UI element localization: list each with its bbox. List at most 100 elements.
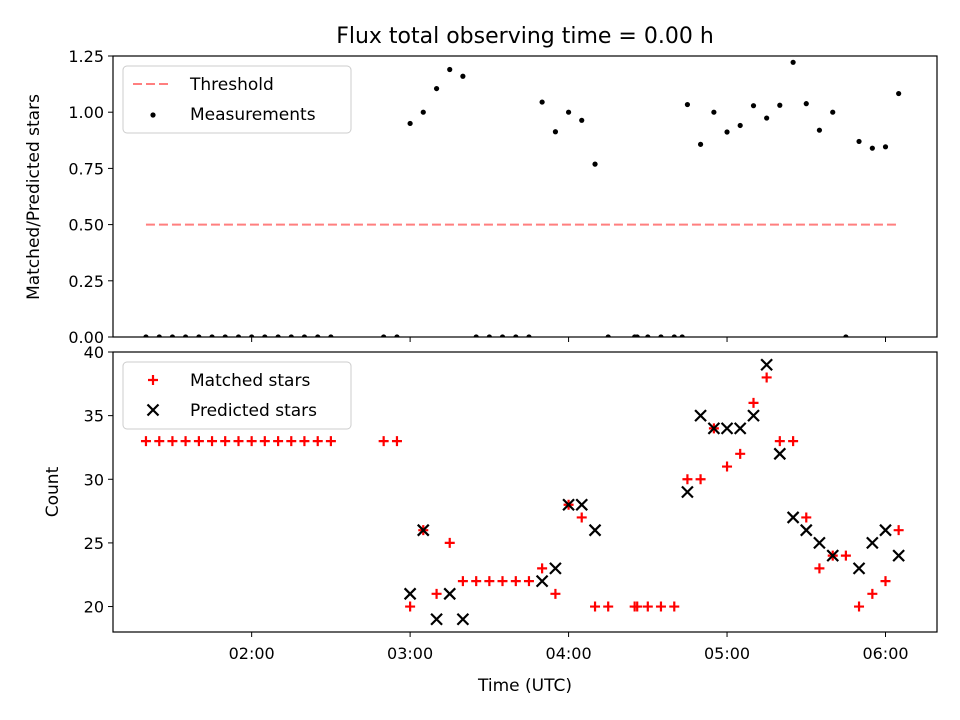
measurement-point <box>579 117 585 123</box>
predicted-star-point <box>549 562 562 575</box>
matched-star-point <box>550 588 561 599</box>
measurement-point <box>235 334 242 337</box>
measurement-point <box>592 161 598 167</box>
measurement-point <box>447 66 453 73</box>
measurement-point <box>473 334 479 337</box>
predicted-star-point <box>786 511 800 524</box>
predicted-star-point <box>826 549 840 562</box>
measurement-point <box>843 334 849 337</box>
measurement-point <box>605 334 611 337</box>
x-tick-label: 03:00 <box>387 644 433 663</box>
measurement-point <box>513 334 519 337</box>
matched-star-point <box>246 436 257 447</box>
legend-label: Threshold <box>189 75 274 95</box>
measurement-point <box>539 99 545 105</box>
predicted-star-point <box>773 447 787 461</box>
matched-star-point <box>632 601 643 612</box>
measurement-point <box>381 334 387 337</box>
measurement-point <box>790 59 796 65</box>
measurement-point <box>275 334 281 337</box>
matched-star-point <box>735 448 746 459</box>
measurement-point <box>499 334 506 337</box>
measurement-point <box>645 334 651 337</box>
predicted-star-point <box>575 498 589 512</box>
measurement-point <box>750 103 757 109</box>
x-tick-label: 04:00 <box>546 644 592 663</box>
x-tick-label: 05:00 <box>704 644 750 663</box>
count-y-axis-label: Count <box>43 466 63 517</box>
matched-star-point <box>325 436 336 447</box>
measurement-point <box>565 109 572 115</box>
matched-star-point <box>840 550 851 561</box>
legend-matched-swatch <box>148 375 158 385</box>
matched-star-point <box>207 436 218 447</box>
y-tick-label: 1.25 <box>68 47 104 66</box>
matched-star-point <box>233 436 244 447</box>
matched-star-point <box>457 576 468 587</box>
plot-area <box>143 59 902 337</box>
x-tick-label: 06:00 <box>862 644 908 663</box>
y-tick-label: 0.50 <box>68 216 104 235</box>
measurement-point <box>737 122 743 129</box>
measurement-point <box>764 115 770 121</box>
measurement-point <box>803 101 809 107</box>
legend-box <box>122 361 352 430</box>
predicted-star-point <box>892 549 905 562</box>
matched-star-point <box>444 537 455 548</box>
measurement-point <box>460 73 466 79</box>
matched-star-point <box>471 576 482 587</box>
measurement-point <box>222 334 228 337</box>
chart-title: Flux total observing time = 0.00 h <box>336 24 714 49</box>
matched-star-point <box>259 436 270 447</box>
predicted-star-point <box>694 409 707 422</box>
matched-star-point <box>576 512 587 523</box>
matched-star-point <box>695 474 706 485</box>
count-panel: 20 25 30 35 40 02:00 03:00 04:00 05:00 06:00 Match… <box>84 343 938 663</box>
matched-star-point <box>814 563 825 574</box>
matched-star-point <box>497 576 508 587</box>
measurement-point <box>328 334 334 337</box>
measurement-point <box>526 334 532 337</box>
measurement-point <box>684 101 691 108</box>
predicted-star-point <box>403 587 417 601</box>
measurement-point <box>182 334 189 337</box>
matched-star-point <box>801 512 812 523</box>
measurement-point <box>830 109 836 115</box>
legend-predicted-swatch <box>146 403 160 417</box>
measurement-point <box>394 334 400 337</box>
predicted-star-point <box>562 498 575 512</box>
matched-star-point <box>748 397 759 408</box>
measurement-point <box>196 334 202 337</box>
predicted-star-point <box>720 422 734 435</box>
predicted-star-point <box>443 587 457 601</box>
measurement-point <box>209 334 215 337</box>
predicted-star-point <box>866 536 879 550</box>
measurement-point <box>315 334 321 337</box>
matched-star-point <box>391 436 402 447</box>
measurement-point <box>697 141 704 147</box>
matched-star-point <box>167 436 178 447</box>
measurement-point <box>658 334 664 337</box>
matched-star-point <box>193 436 204 447</box>
measurement-point <box>288 334 294 337</box>
matched-star-point <box>154 436 165 447</box>
legend-measurement-swatch <box>150 112 156 118</box>
predicted-star-point <box>733 422 747 435</box>
measurement-point <box>777 102 783 108</box>
y-tick-label: 35 <box>84 407 104 426</box>
predicted-star-point <box>535 574 549 588</box>
matched-star-point <box>286 436 297 447</box>
predicted-star-point <box>799 523 813 537</box>
measurement-point <box>156 334 162 337</box>
measurement-point <box>679 334 685 337</box>
measurement-point <box>169 334 176 337</box>
x-axis-label: Time (UTC) <box>477 676 572 696</box>
plot-frame <box>112 351 938 633</box>
predicted-star-point <box>747 409 760 422</box>
matched-star-point <box>378 436 389 447</box>
legend-label: Measurements <box>190 105 316 125</box>
measurement-point <box>634 334 640 337</box>
y-tick-label: 0.00 <box>68 328 104 347</box>
predicted-star-point <box>707 422 721 435</box>
